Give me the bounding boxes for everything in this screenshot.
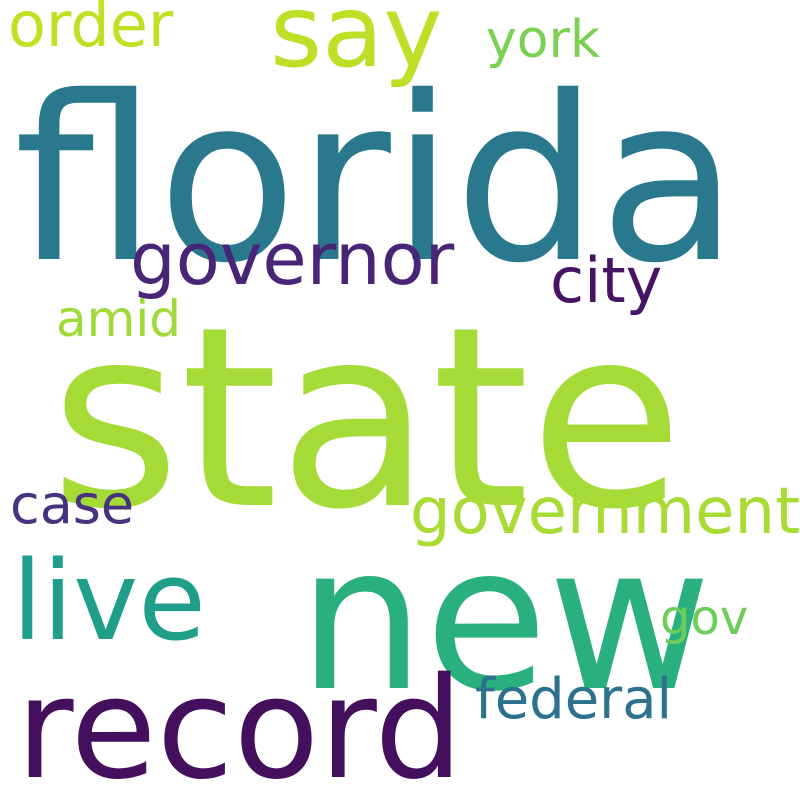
word-live: live	[12, 537, 206, 665]
word-governor: governor	[130, 217, 455, 301]
word-federal: federal	[475, 667, 673, 732]
word-florida: florida	[14, 47, 739, 313]
word-say: say	[270, 0, 443, 90]
word-order: order	[8, 0, 174, 61]
word-record: record	[16, 648, 464, 800]
word-state: state	[50, 273, 684, 564]
word-gov: gov	[660, 590, 749, 646]
word-york: york	[486, 10, 601, 70]
word-city: city	[550, 244, 663, 317]
word-government: government	[410, 475, 800, 549]
word-new: new	[298, 503, 712, 736]
word-case: case	[10, 473, 135, 536]
word-amid: amid	[56, 290, 181, 348]
